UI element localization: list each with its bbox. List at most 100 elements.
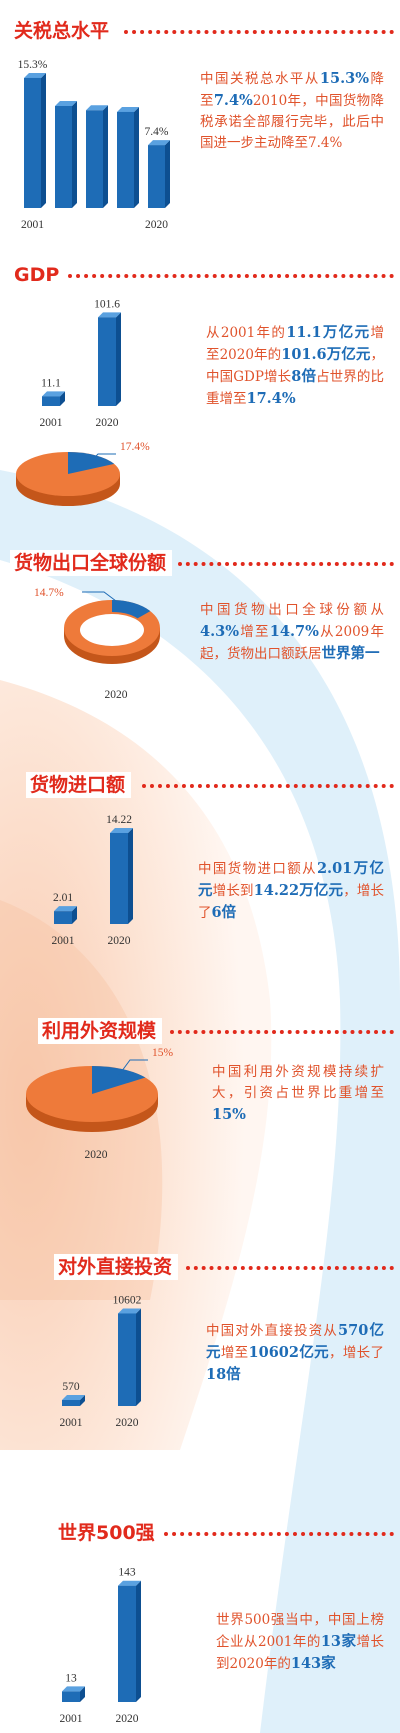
section-tariff: 关税总水平 15.3% 2001 7.4% 2020 中国关税总水平从15.3%降至7… xyxy=(0,18,400,238)
highlight-value: 2.01万亿元 xyxy=(198,860,384,899)
gdp-share-pie: 17.4% xyxy=(16,441,150,506)
x-tick-label: 2001 xyxy=(60,1417,83,1429)
highlight-value: 4.3% xyxy=(200,623,240,640)
leader-line xyxy=(89,453,116,464)
highlight-value: 11.1万亿元 xyxy=(286,324,371,341)
data-label: 2.01 xyxy=(53,892,73,904)
section-title: 关税总水平 xyxy=(10,18,116,44)
fdi-share-pie: 15% 2020 xyxy=(26,1047,174,1161)
section-fdi: 利用外资规模 15% 2020 中国利用外资规模持续扩大，引资占世界比重增至 15% xyxy=(0,1018,400,1188)
pie-chart xyxy=(16,452,120,506)
top500-bar-chart: 13 2001 143 2020 xyxy=(60,1567,141,1725)
description-text: 增至 xyxy=(220,1345,249,1361)
highlight-value: 7.4% xyxy=(213,92,253,109)
highlight-value: 14.22万亿元 xyxy=(253,882,344,899)
bar-2001 xyxy=(62,1395,85,1406)
pie-chart xyxy=(26,1066,158,1132)
highlight-value: 世界第一 xyxy=(321,645,380,662)
pie-slice-highlight xyxy=(68,452,115,474)
data-label: 570 xyxy=(62,1381,80,1393)
section-title: 利用外资规模 xyxy=(38,1018,163,1044)
odi-bar-chart: 570 2001 10602 2020 xyxy=(60,1294,142,1429)
description-text: 占世界的比重增至 xyxy=(206,369,384,407)
section-description: 中国关税总水平从15.3%降至7.4%2010年，中国货物降税承诺全部履行完毕，… xyxy=(200,68,384,154)
x-tick-label: 2001 xyxy=(60,1713,83,1725)
data-label: 15.3% xyxy=(18,59,48,71)
bar-2020 xyxy=(148,140,170,208)
description-text: 中国利用外资规模持续扩大，引资占世界比重增至 xyxy=(212,1064,384,1101)
section-title: 货物进口额 xyxy=(26,772,132,798)
x-tick-label: 2001 xyxy=(40,417,63,429)
data-label: 11.1 xyxy=(41,377,61,389)
gdp-bar-chart: 11.1 2001 101.6 2020 xyxy=(40,298,121,429)
highlight-value: 6倍 xyxy=(211,904,237,921)
section-description: 中国货物出口全球份额从 4.3%增至14.7%从2009年起，货物出口额跃居世界第… xyxy=(200,600,384,665)
x-tick-label: 2020 xyxy=(108,935,131,947)
highlight-value: 18倍 xyxy=(206,1366,241,1383)
export-share-donut: 14.7% 2020 xyxy=(34,587,160,701)
donut-slice-highlight xyxy=(112,600,151,619)
section-gdp: GDP 11.1 2001 101.6 2020 17.4% 从2001年的11.1万… xyxy=(0,262,400,532)
section-export: 货物出口全球份额 14.7% 2020 中国货物出口全球份额从4.3%增至14.7… xyxy=(0,550,400,720)
title-dotted-line xyxy=(142,784,394,788)
section-description: 中国货物进口额从2.01万亿元增长到14.22万亿元，增长了6倍 xyxy=(198,858,384,924)
tariff-bar-chart: 15.3% 2001 7.4% 2020 xyxy=(18,59,170,231)
leader-line xyxy=(82,591,121,605)
donut-hole xyxy=(80,614,144,646)
data-label: 14.22 xyxy=(106,814,132,826)
description-text: ，增长了 xyxy=(329,1345,385,1361)
description-text: 从2001年的 xyxy=(206,325,287,341)
bar-2001 xyxy=(42,391,65,406)
title-dotted-line xyxy=(186,1266,394,1270)
section-description: 中国利用外资规模持续扩大，引资占世界比重增至 15% xyxy=(212,1062,384,1126)
description-text: 中国货物进口额从 xyxy=(198,861,317,877)
x-tick-label: 2020 xyxy=(105,689,128,701)
highlight-value: 10602亿元 xyxy=(248,1344,329,1361)
section-title: GDP xyxy=(10,262,66,288)
section-description: 世界500强当中，中国上榜企业从2001年的13家增长到2020年的143家 xyxy=(216,1610,384,1675)
highlight-value: 15.3% xyxy=(319,70,370,87)
data-label: 17.4% xyxy=(120,441,150,453)
description-text: 2010年，中国货物降税承诺全部履行完毕，此后中国进一步主动降至7.4% xyxy=(200,93,384,151)
bar-2001 xyxy=(62,1686,85,1702)
x-tick-label: 2020 xyxy=(96,417,119,429)
highlight-value: 15% xyxy=(212,1106,246,1123)
x-tick-label: 2001 xyxy=(52,935,75,947)
title-dotted-line xyxy=(178,562,394,566)
bar-2 xyxy=(86,105,108,208)
description-text: 世界500强当中，中国上榜企业从2001年的 xyxy=(216,1612,384,1650)
title-dotted-line xyxy=(68,274,394,278)
x-tick-label: 2020 xyxy=(145,219,168,231)
highlight-value: 143家 xyxy=(290,1655,336,1672)
title-dotted-line xyxy=(170,1030,394,1034)
section-import: 货物进口额 2.01 2001 14.22 2020 中国货物进口额从2.01万亿元增… xyxy=(0,772,400,972)
leader-line xyxy=(115,1059,148,1080)
highlight-value: 13家 xyxy=(320,1633,357,1650)
import-bar-chart: 2.01 2001 14.22 2020 xyxy=(52,814,133,947)
highlight-value: 101.6万亿元 xyxy=(281,346,371,363)
description-text: 增至 xyxy=(239,624,270,640)
title-dotted-line xyxy=(124,30,394,34)
pie-slice-highlight xyxy=(92,1066,146,1094)
data-label: 101.6 xyxy=(94,298,120,310)
section-description: 中国对外直接投资从570亿元增至10602亿元，增长了 18倍 xyxy=(206,1320,384,1386)
bar-2001 xyxy=(24,72,46,208)
section-title: 货物出口全球份额 xyxy=(10,550,173,576)
description-text: 增长到 xyxy=(212,883,254,899)
description-text: 降至 xyxy=(200,71,385,109)
x-tick-label: 2001 xyxy=(21,219,44,231)
description-text: ，中国GDP增长 xyxy=(206,347,385,385)
highlight-value: 570亿元 xyxy=(206,1322,384,1361)
highlight-value: 17.4% xyxy=(246,390,296,407)
bar-2020 xyxy=(98,312,121,406)
description-text: 增长到2020年的 xyxy=(216,1634,384,1672)
x-tick-label: 2020 xyxy=(85,1149,108,1161)
bar-1 xyxy=(55,101,77,208)
data-label: 15% xyxy=(152,1047,174,1059)
section-description: 从2001年的11.1万亿元增至2020年的101.6万亿元，中国GDP增长8倍… xyxy=(206,322,384,410)
section-odi: 对外直接投资 570 2001 10602 2020 中国对外直接投资从570亿元增至… xyxy=(0,1254,400,1454)
section-title: 对外直接投资 xyxy=(54,1254,179,1280)
description-text: 中国货物出口全球份额从 xyxy=(200,602,384,618)
description-text: 中国关税总水平从 xyxy=(200,71,320,87)
bar-2020 xyxy=(118,1308,141,1406)
